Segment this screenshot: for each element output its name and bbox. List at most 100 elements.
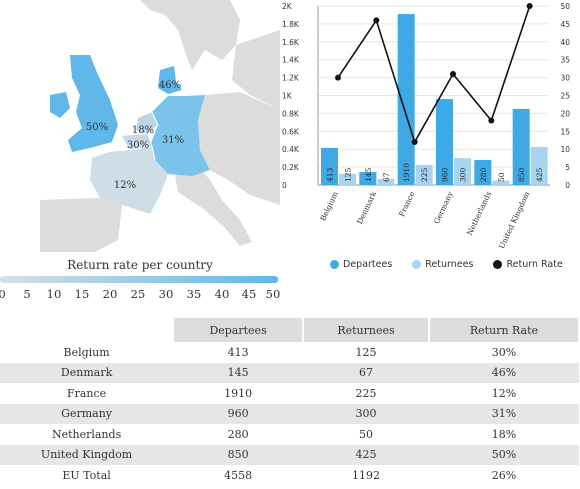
scale-tick: 25	[130, 287, 146, 301]
map-label-united-kingdom: 50%	[86, 122, 108, 133]
table-row: France 1910 225 12%	[0, 383, 579, 404]
y-tick-label: 1K	[282, 92, 293, 101]
data-table: Departees Returnees Return Rate Belgium 4…	[0, 318, 580, 486]
table-cell: 280	[227, 427, 249, 441]
table-cell: 145	[173, 362, 303, 383]
scale-tick: 5	[23, 287, 31, 301]
table-cell-country: France	[66, 386, 107, 400]
table-header: Return Rate	[428, 318, 580, 342]
scale-tick: 45	[241, 287, 257, 301]
y-tick-label: 0	[282, 181, 287, 190]
legend-label: Return Rate	[506, 258, 563, 270]
table-cell: 31%	[428, 403, 579, 424]
y-tick-label: 2K	[282, 2, 293, 11]
bar-returnees	[454, 158, 471, 185]
table-header: Returnees	[302, 318, 430, 342]
color-scale-bar	[0, 276, 278, 283]
y2-tick-label: 5	[565, 163, 570, 172]
table-cell: 18%	[491, 427, 517, 441]
scale-tick: 50	[265, 287, 281, 301]
y2-tick-label: 50	[560, 2, 570, 11]
scale-tick: 0	[0, 287, 6, 301]
bar-returnees	[377, 179, 395, 185]
return-rate-point	[488, 117, 495, 124]
x-tick-label: United Kingdom	[497, 190, 531, 250]
x-tick-label: Belgium	[318, 190, 339, 222]
bar-data-label: 300	[459, 167, 468, 182]
y-tick-label: 1.8K	[282, 20, 300, 29]
map-label-france: 12%	[114, 180, 136, 191]
table-cell: 26%	[491, 468, 517, 482]
return-rate-point	[335, 74, 341, 81]
map-country-united-kingdom	[68, 55, 118, 152]
bar-returnees	[530, 146, 548, 185]
return-rate-point	[373, 17, 380, 24]
table-cell: 50	[358, 427, 373, 441]
departures-chart: 0 0.2K 0.4K 0.6K 0.8K 1K 1.2K 1.4K 1.6K 1.8K 2K 0 5 1…	[282, 2, 570, 250]
table-cell: 225	[355, 386, 377, 400]
scale-tick: 10	[46, 287, 62, 301]
table-cell: 1192	[351, 468, 380, 482]
scale-tick: 30	[158, 287, 174, 301]
legend-item-returnees: Returnees	[412, 259, 473, 270]
chart-legend: Departees Returnees Return Rate	[330, 256, 563, 272]
table-header-row: Departees Returnees Return Rate	[0, 318, 580, 342]
scale-tick: 15	[74, 287, 90, 301]
y-tick-label: 1.2K	[282, 74, 300, 83]
table-cell-country: EU Total	[62, 468, 111, 482]
legend-label: Departees	[343, 258, 393, 270]
map-label-belgium: 30%	[127, 140, 149, 151]
y-tick-label: 0.2K	[282, 163, 300, 172]
return-rate-line	[337, 5, 531, 145]
map-country-netherlands	[136, 112, 158, 134]
table-row: EU Total 4558 1192 26%	[0, 465, 579, 486]
map-country-france	[90, 146, 168, 214]
bar-data-label: 280	[479, 167, 488, 182]
y2-tick-label: 35	[560, 56, 570, 65]
bar-data-label: 850	[517, 167, 526, 182]
table-row: Netherlands 280 50 18%	[0, 424, 579, 445]
bar-returnees	[415, 164, 433, 185]
bar-returnees	[339, 173, 356, 185]
scale-tick: 40	[214, 287, 230, 301]
bar-departees	[512, 108, 530, 185]
bar-data-label: 125	[344, 167, 353, 182]
table-cell: 413	[227, 345, 249, 359]
table-cell-country: United Kingdom	[0, 444, 174, 465]
y2-tick-label: 10	[560, 145, 570, 154]
table-cell: 300	[302, 403, 429, 424]
legend-item-return-rate: Return Rate	[493, 258, 563, 270]
y-tick-label: 0.8K	[282, 109, 300, 118]
table-cell: 12%	[491, 386, 517, 400]
map-land-ireland	[50, 92, 70, 118]
map-caption: Return rate per country	[67, 258, 213, 272]
legend-label: Returnees	[425, 258, 474, 270]
table-cell: 960	[173, 403, 303, 424]
y-tick-label: 0.4K	[282, 145, 300, 154]
bar-departees	[474, 159, 492, 185]
table-row: United Kingdom 850 425 50%	[0, 444, 579, 465]
table-cell: 50%	[428, 444, 579, 465]
bar-data-label: 413	[326, 167, 335, 182]
table-cell: 125	[355, 345, 377, 359]
map-country-germany	[150, 95, 210, 176]
scale-tick: 20	[102, 287, 118, 301]
table-row: Germany 960 300 31%	[0, 403, 579, 424]
table-cell: 425	[302, 444, 429, 465]
map-country-belgium	[122, 134, 152, 150]
color-scale-ticks: 0 5 10 15 20 25 30 35 40 45 50	[0, 287, 290, 301]
scale-tick: 35	[186, 287, 202, 301]
y2-tick-label: 20	[560, 109, 570, 118]
map-label-germany: 31%	[162, 135, 184, 146]
bar-data-label: 67	[382, 172, 391, 182]
table-header-blank	[0, 318, 175, 342]
bar-data-label: 225	[420, 167, 429, 182]
return-rate-map: 50% 46% 18% 30% 31% 12%	[0, 0, 280, 252]
map-land-scandinavia	[140, 0, 240, 70]
x-tick-label: France	[397, 190, 417, 219]
table-row: Denmark 145 67 46%	[0, 362, 579, 383]
bar-departees	[436, 99, 453, 185]
map-label-denmark: 46%	[159, 80, 181, 91]
y2-tick-label: 30	[560, 74, 570, 83]
bar-departees	[321, 148, 338, 185]
